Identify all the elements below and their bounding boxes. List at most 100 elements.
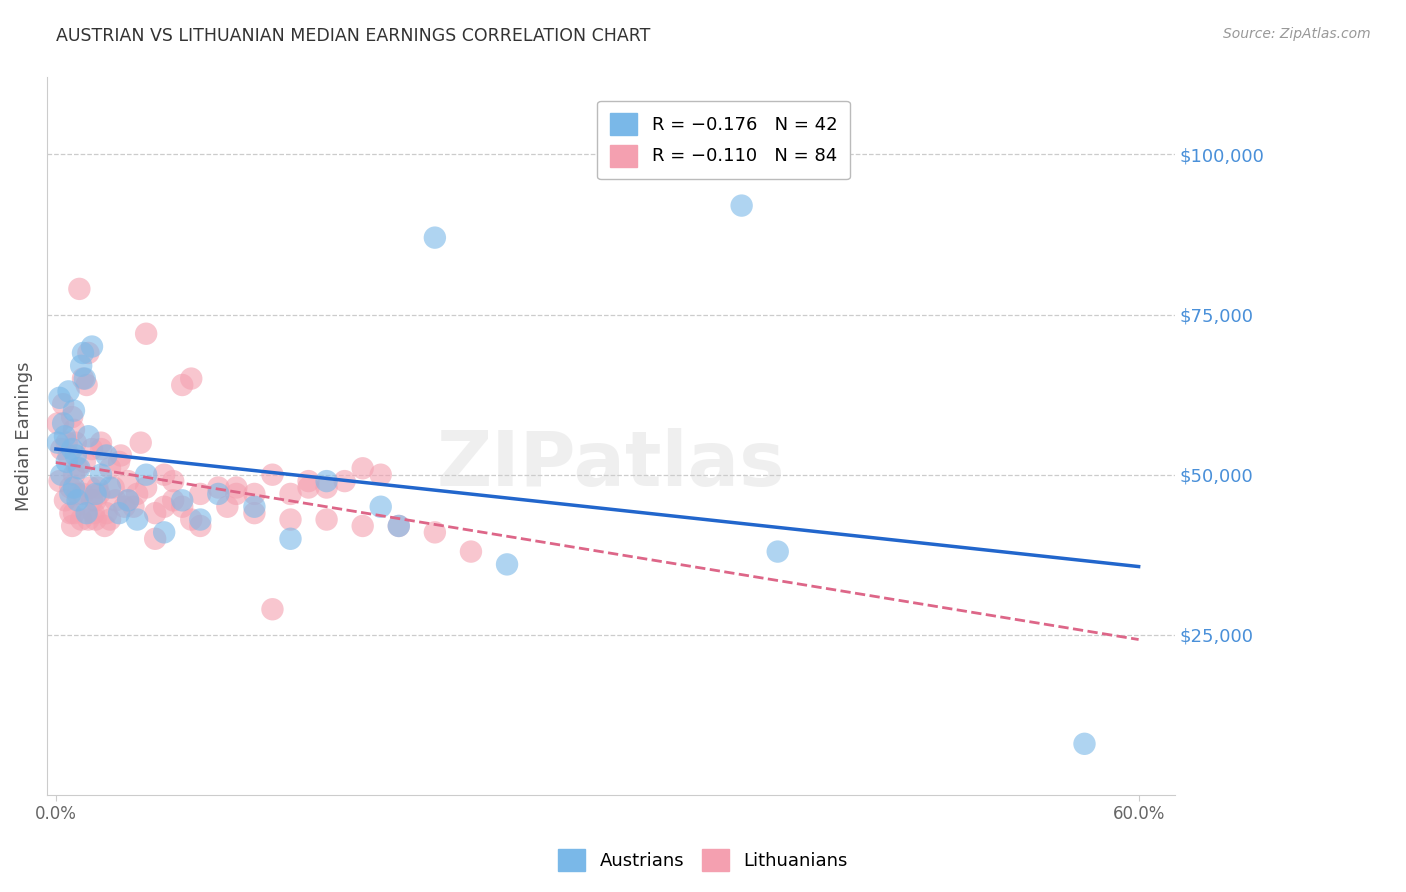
Point — [315, 481, 337, 495]
Point — [127, 487, 149, 501]
Point — [114, 500, 136, 514]
Point — [90, 442, 112, 456]
Point — [77, 512, 100, 526]
Point — [72, 346, 94, 360]
Point — [117, 474, 139, 488]
Point — [108, 455, 131, 469]
Point — [93, 519, 115, 533]
Point — [55, 455, 77, 469]
Point — [180, 512, 202, 526]
Point — [188, 487, 211, 501]
Point — [73, 455, 96, 469]
Point — [70, 512, 93, 526]
Point — [67, 282, 90, 296]
Point — [67, 461, 90, 475]
Point — [262, 602, 284, 616]
Legend: Austrians, Lithuanians: Austrians, Lithuanians — [551, 842, 855, 879]
Point — [297, 481, 319, 495]
Point — [388, 519, 411, 533]
Point — [90, 435, 112, 450]
Point — [59, 487, 82, 501]
Point — [48, 474, 70, 488]
Legend: R = −0.176   N = 42, R = −0.110   N = 84: R = −0.176 N = 42, R = −0.110 N = 84 — [598, 101, 849, 179]
Point — [66, 493, 89, 508]
Point — [63, 403, 86, 417]
Point — [135, 481, 157, 495]
Point — [98, 481, 121, 495]
Point — [80, 340, 103, 354]
Point — [66, 487, 89, 501]
Point — [122, 500, 145, 514]
Point — [59, 506, 82, 520]
Point — [423, 230, 446, 244]
Point — [143, 532, 166, 546]
Point — [370, 467, 392, 482]
Point — [225, 487, 247, 501]
Text: ZIPatlas: ZIPatlas — [436, 428, 785, 502]
Point — [72, 371, 94, 385]
Point — [76, 506, 98, 520]
Point — [65, 435, 87, 450]
Point — [63, 481, 86, 495]
Point — [153, 525, 176, 540]
Text: AUSTRIAN VS LITHUANIAN MEDIAN EARNINGS CORRELATION CHART: AUSTRIAN VS LITHUANIAN MEDIAN EARNINGS C… — [56, 27, 651, 45]
Point — [370, 500, 392, 514]
Point — [77, 429, 100, 443]
Point — [188, 512, 211, 526]
Point — [89, 487, 111, 501]
Point — [46, 435, 69, 450]
Point — [58, 384, 80, 399]
Point — [280, 487, 302, 501]
Point — [117, 493, 139, 508]
Y-axis label: Median Earnings: Median Earnings — [15, 361, 32, 511]
Point — [51, 467, 73, 482]
Point — [98, 461, 121, 475]
Point — [207, 481, 229, 495]
Point — [110, 449, 132, 463]
Point — [423, 525, 446, 540]
Point — [52, 417, 75, 431]
Point — [766, 544, 789, 558]
Point — [53, 429, 76, 443]
Point — [84, 512, 107, 526]
Point — [129, 435, 152, 450]
Point — [153, 467, 176, 482]
Point — [53, 493, 76, 508]
Point — [225, 481, 247, 495]
Point — [48, 391, 70, 405]
Point — [103, 481, 125, 495]
Point — [98, 512, 121, 526]
Point — [730, 198, 752, 212]
Point — [83, 506, 105, 520]
Point — [86, 481, 108, 495]
Point — [55, 435, 77, 450]
Point — [76, 378, 98, 392]
Point — [162, 493, 184, 508]
Point — [66, 461, 89, 475]
Point — [280, 512, 302, 526]
Point — [79, 481, 101, 495]
Point — [104, 493, 127, 508]
Point — [46, 417, 69, 431]
Point — [72, 487, 94, 501]
Point — [496, 558, 519, 572]
Point — [243, 506, 266, 520]
Point — [135, 467, 157, 482]
Point — [188, 519, 211, 533]
Point — [352, 519, 374, 533]
Point — [135, 326, 157, 341]
Point — [60, 410, 83, 425]
Point — [58, 449, 80, 463]
Point — [52, 397, 75, 411]
Point — [65, 449, 87, 463]
Point — [162, 474, 184, 488]
Point — [60, 442, 83, 456]
Point — [80, 493, 103, 508]
Point — [1073, 737, 1095, 751]
Point — [180, 371, 202, 385]
Point — [153, 500, 176, 514]
Point — [51, 442, 73, 456]
Point — [460, 544, 482, 558]
Point — [297, 474, 319, 488]
Point — [96, 506, 118, 520]
